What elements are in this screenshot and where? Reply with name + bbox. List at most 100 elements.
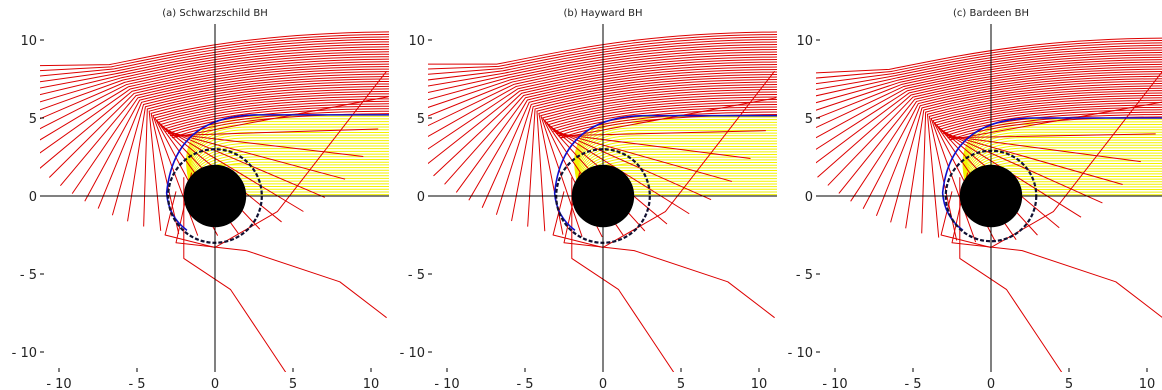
- escaping-ray: [154, 90, 389, 236]
- panel-a-plot: - 10 - 5 0 5 10 - 10 - 5 0 5 10: [12, 24, 389, 390]
- y-tick-label: - 5: [408, 268, 425, 283]
- y-tick-label: 5: [29, 112, 37, 127]
- escaping-ray: [40, 33, 389, 72]
- escaping-ray: [71, 68, 389, 194]
- x-tick-label: 0: [987, 377, 995, 390]
- escaping-ray: [816, 40, 1162, 79]
- panel-c-plot: - 10 - 5 0 5 10 - 10 - 5 0 5 10: [788, 24, 1162, 390]
- looping-ray: [563, 172, 775, 319]
- escaping-ray: [150, 85, 389, 235]
- y-tick-label: 0: [417, 190, 425, 205]
- escaping-ray: [40, 51, 389, 120]
- escaping-ray: [552, 106, 777, 182]
- panel-b-plot: - 10 - 5 0 5 10 - 10 - 5 0 5 10: [400, 24, 777, 390]
- x-tick-label: 0: [599, 377, 607, 390]
- escaping-ray: [511, 78, 777, 222]
- panel-a-title: (a) Schwarzschild BH: [162, 8, 267, 19]
- escaping-ray: [40, 58, 389, 154]
- escaping-ray: [428, 58, 777, 150]
- escaping-ray: [926, 87, 1162, 238]
- escaping-ray: [428, 56, 777, 138]
- escaping-ray: [549, 101, 777, 215]
- escaping-ray: [40, 46, 389, 103]
- escaping-ray: [816, 61, 1162, 150]
- escaping-ray: [932, 94, 1162, 243]
- y-tick-label: - 10: [400, 346, 425, 361]
- y-tick-label: - 10: [788, 346, 813, 361]
- escaping-ray: [939, 104, 1162, 218]
- escaping-ray: [433, 63, 777, 177]
- y-tick-label: 10: [20, 34, 37, 49]
- escaping-ray: [816, 42, 1162, 85]
- escaping-ray: [945, 111, 1162, 163]
- escaping-ray: [468, 71, 777, 201]
- escaping-ray: [161, 100, 389, 212]
- x-tick-label: 0: [211, 377, 219, 390]
- escaping-ray: [40, 38, 389, 83]
- looping-ray: [571, 177, 675, 372]
- x-tick-label: 5: [1065, 377, 1073, 390]
- escaping-ray: [97, 73, 389, 209]
- escaping-ray: [550, 103, 777, 201]
- escaping-ray: [428, 48, 777, 108]
- looping-ray: [183, 177, 287, 372]
- escaping-ray: [40, 53, 389, 130]
- x-tick-label: 5: [677, 377, 685, 390]
- escaping-ray: [935, 99, 1162, 236]
- escaping-ray: [428, 33, 777, 70]
- escaping-ray: [428, 36, 777, 75]
- escaping-ray: [817, 66, 1162, 178]
- panel-c-title: (c) Bardeen BH: [953, 8, 1029, 19]
- escaping-ray: [428, 51, 777, 117]
- x-tick-label: - 10: [46, 377, 71, 390]
- escaping-ray: [541, 91, 777, 238]
- escaping-ray: [60, 66, 389, 187]
- x-tick-label: 10: [363, 377, 380, 390]
- escaping-ray: [816, 56, 1162, 129]
- escaping-ray: [127, 78, 389, 222]
- escaping-ray: [875, 78, 1162, 217]
- y-tick-label: 0: [805, 190, 813, 205]
- escaping-ray: [428, 61, 777, 165]
- escaping-ray: [816, 63, 1162, 164]
- escaping-ray: [816, 44, 1162, 90]
- x-tick-label: - 10: [822, 377, 847, 390]
- escaping-ray: [545, 96, 777, 232]
- escaping-ray: [40, 43, 389, 96]
- x-tick-label: 10: [1139, 377, 1156, 390]
- escaping-rays: [40, 31, 389, 236]
- escaping-ray: [947, 114, 1162, 139]
- escaping-ray: [84, 71, 389, 202]
- escaping-ray: [111, 76, 389, 216]
- x-tick-label: - 5: [904, 377, 921, 390]
- y-tick-label: - 10: [12, 346, 37, 361]
- looping-ray: [175, 172, 387, 319]
- escaping-ray: [816, 51, 1162, 111]
- panel-b: (b) Hayward BH: [563, 8, 642, 19]
- escaping-ray: [816, 54, 1162, 119]
- escaping-rays: [428, 31, 777, 238]
- y-tick-label: 10: [796, 34, 813, 49]
- escaping-ray: [930, 92, 1162, 243]
- x-tick-label: - 5: [128, 377, 145, 390]
- escaping-ray: [933, 97, 1162, 240]
- y-tick-label: 10: [408, 34, 425, 49]
- escaping-ray: [850, 73, 1162, 202]
- escaping-ray: [555, 108, 777, 160]
- escaping-ray: [40, 61, 389, 169]
- plot-area: [428, 31, 777, 372]
- escaping-ray: [890, 80, 1162, 223]
- escaping-ray: [495, 76, 777, 215]
- escaping-ray: [543, 93, 777, 236]
- escaping-ray: [921, 85, 1162, 234]
- escaping-ray: [540, 88, 777, 237]
- escaping-ray: [937, 102, 1162, 229]
- y-tick-label: 5: [417, 112, 425, 127]
- panel-b-title: (b) Hayward BH: [563, 8, 642, 19]
- x-tick-label: 5: [289, 377, 297, 390]
- escaping-ray: [538, 86, 777, 235]
- escaping-ray: [428, 53, 777, 127]
- escaping-ray: [152, 88, 389, 236]
- escaping-ray: [547, 98, 777, 225]
